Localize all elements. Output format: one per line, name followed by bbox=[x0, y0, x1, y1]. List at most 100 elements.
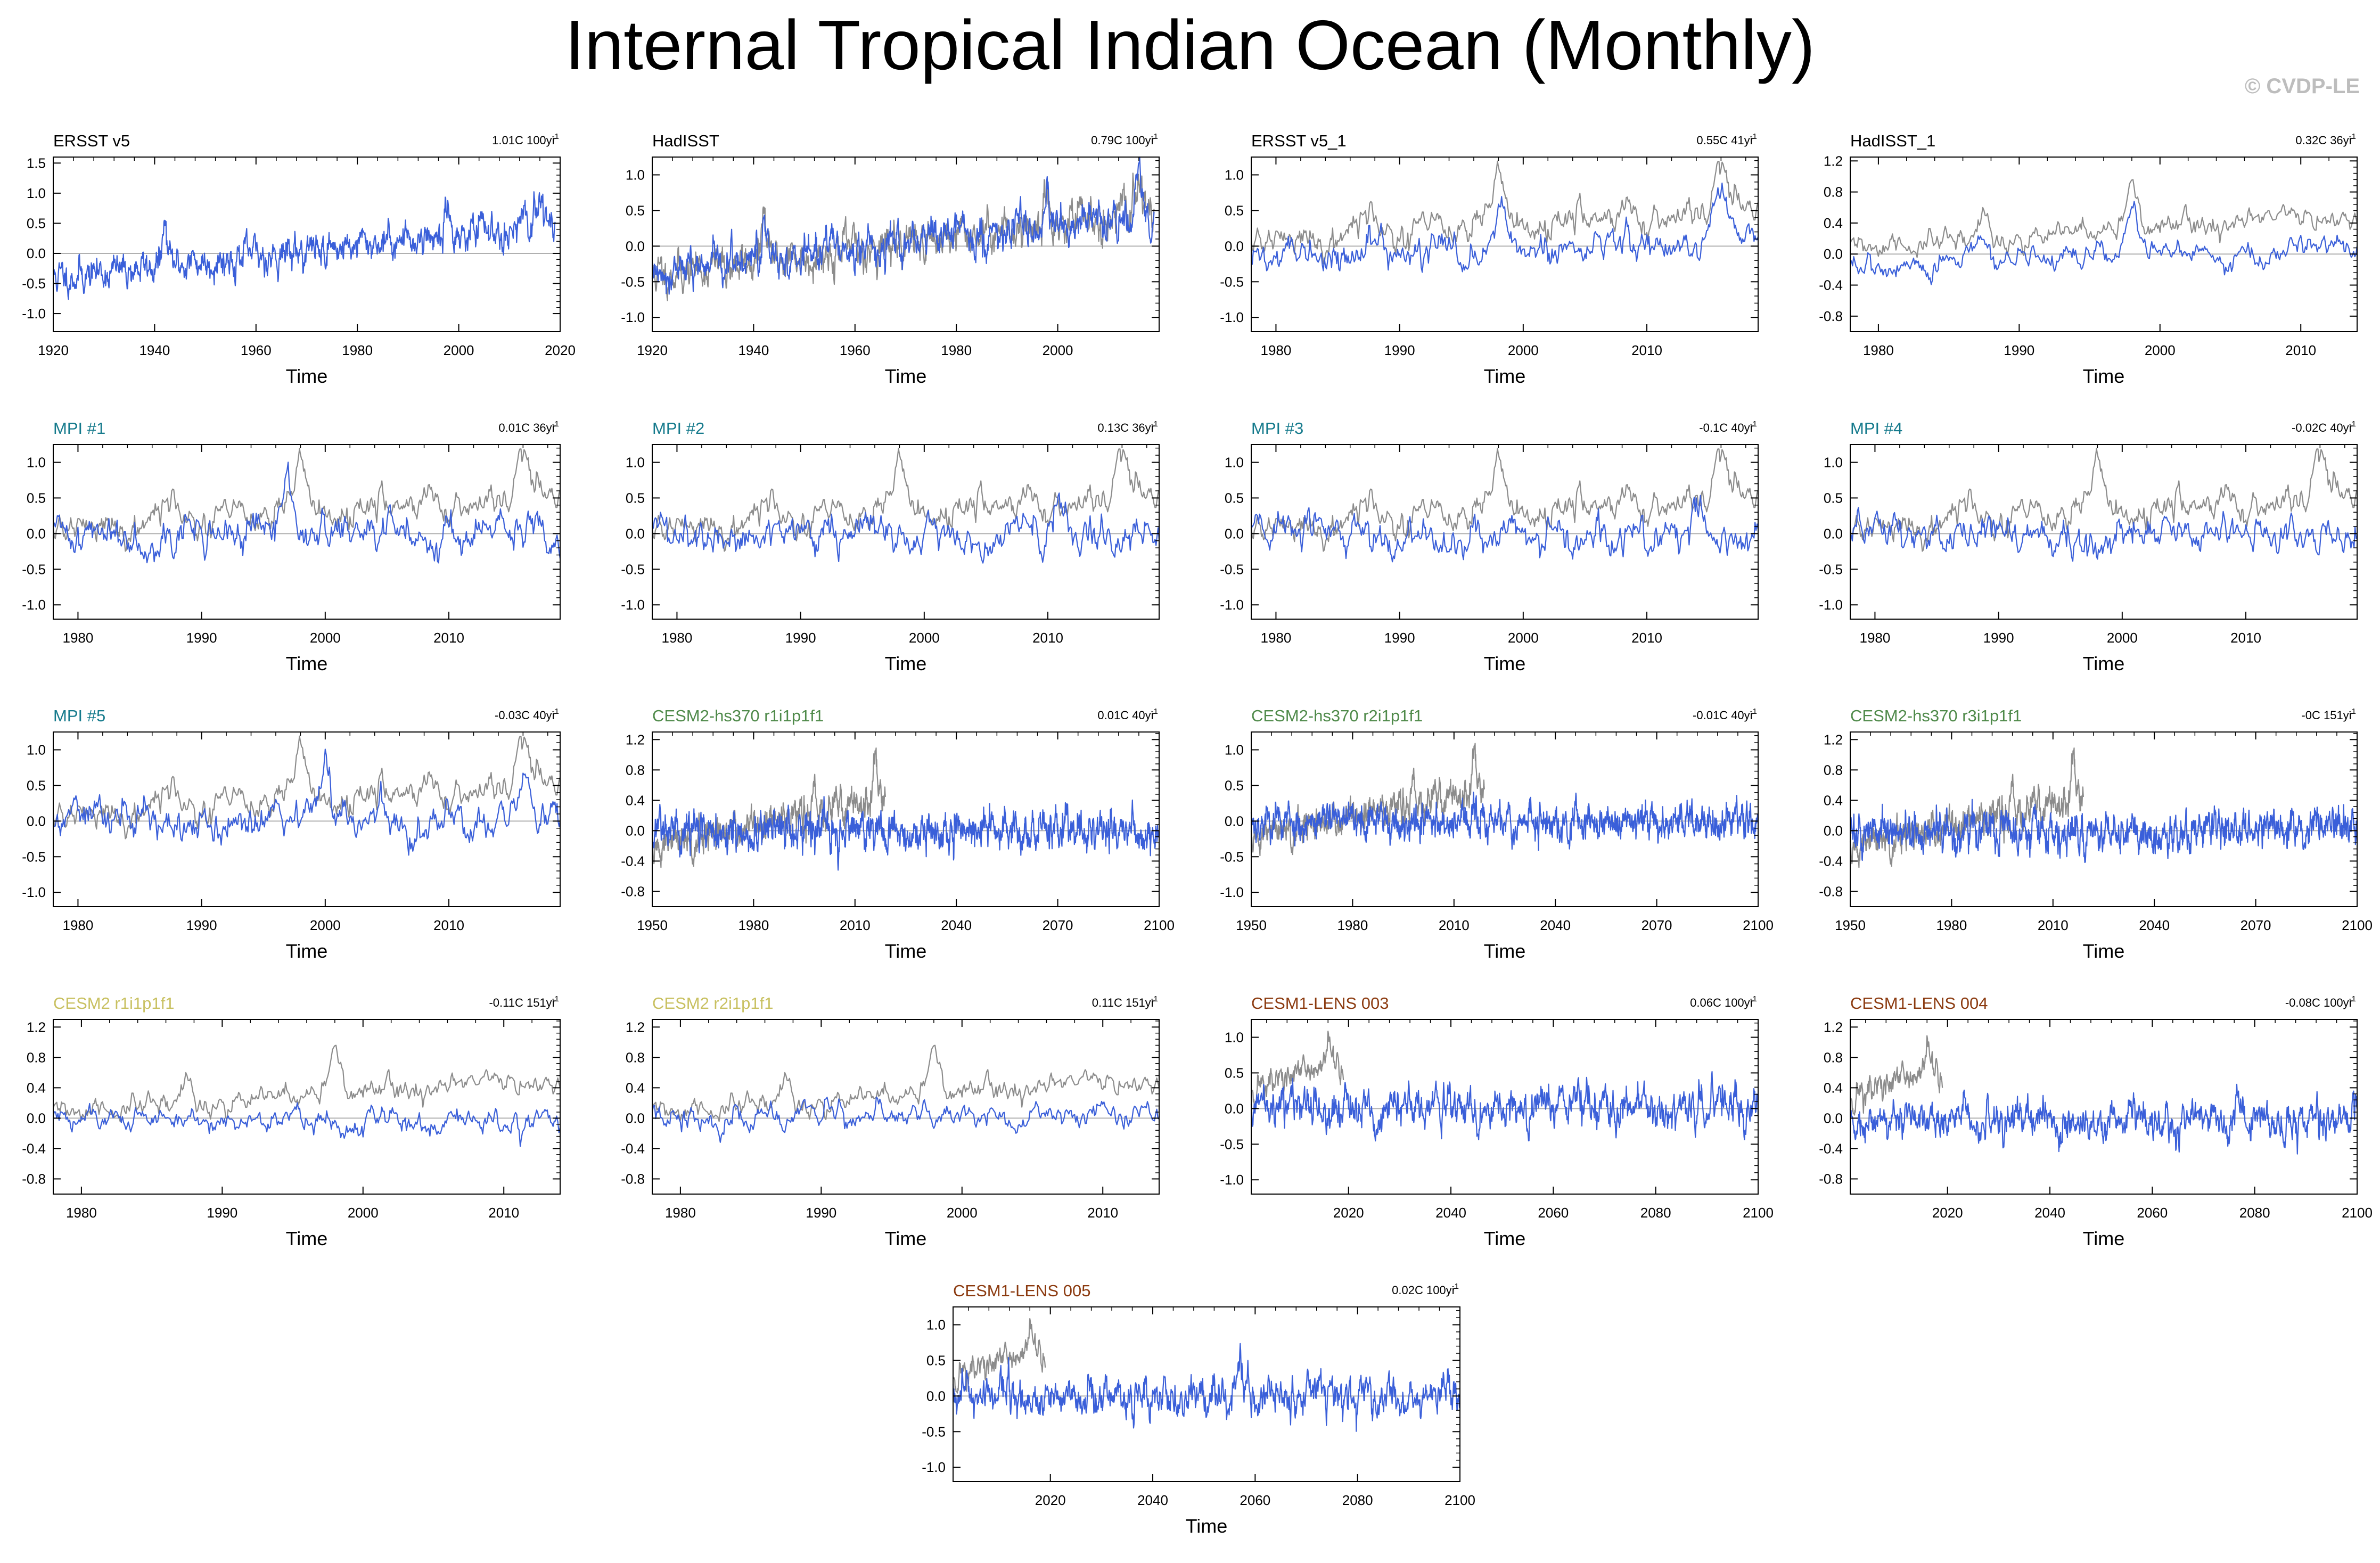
x-tick-label: 1980 bbox=[1337, 917, 1368, 933]
series-line bbox=[1849, 179, 2358, 258]
trend-exponent: -1 bbox=[552, 419, 559, 429]
y-tick-label: -0.5 bbox=[22, 849, 46, 865]
x-tick-label: 1920 bbox=[637, 342, 668, 358]
y-tick-label: -1.0 bbox=[621, 597, 645, 613]
series-line bbox=[652, 492, 1160, 564]
y-tick-label: -0.5 bbox=[22, 276, 46, 292]
y-tick-label: 0.8 bbox=[27, 1049, 46, 1065]
chart-panel: CESM2 r1i1p1f1 -0.11C 151yr-1 -0.8 -0.4 0.0 0… bbox=[22, 994, 561, 1249]
y-tick-label: 0.0 bbox=[1824, 246, 1843, 262]
trend-exponent: -1 bbox=[552, 707, 559, 716]
trend-label: 0.32C 36yr bbox=[2295, 134, 2353, 147]
series-line bbox=[651, 448, 1160, 552]
y-tick-label: 1.5 bbox=[27, 155, 46, 171]
x-tick-label: 1980 bbox=[662, 630, 693, 646]
y-tick-label: -1.0 bbox=[1220, 597, 1244, 613]
series-line bbox=[1849, 1083, 2358, 1155]
x-tick-label: 2010 bbox=[1087, 1205, 1118, 1221]
x-tick-label: 2010 bbox=[840, 917, 871, 933]
y-tick-label: -0.4 bbox=[1819, 1140, 1843, 1156]
trend-label: 0.13C 36yr bbox=[1097, 421, 1155, 434]
chart-title: ERSST v5_1 bbox=[1251, 131, 1347, 150]
series-line bbox=[52, 1102, 561, 1147]
y-tick-label: 0.4 bbox=[1824, 1080, 1843, 1096]
y-tick-label: 0.0 bbox=[626, 822, 645, 838]
y-tick-label: 0.0 bbox=[27, 525, 46, 541]
series-line bbox=[1250, 448, 1759, 552]
x-tick-label: 2000 bbox=[310, 917, 341, 933]
y-tick-label: -0.4 bbox=[621, 853, 645, 869]
x-tick-label: 1990 bbox=[1384, 630, 1415, 646]
y-tick-label: -0.8 bbox=[22, 1171, 46, 1187]
y-tick-label: 0.0 bbox=[926, 1388, 946, 1404]
trend-exponent: -1 bbox=[2349, 707, 2356, 716]
y-tick-label: 0.4 bbox=[626, 792, 645, 808]
trend-label: 0.79C 100yr bbox=[1091, 134, 1155, 147]
plot-frame bbox=[652, 444, 1160, 620]
plot-frame bbox=[652, 731, 1160, 907]
y-tick-label: 1.0 bbox=[926, 1317, 946, 1332]
y-tick-label: 0.0 bbox=[1824, 525, 1843, 541]
chart-title: MPI #5 bbox=[53, 706, 105, 725]
x-tick-label: 2010 bbox=[2038, 917, 2069, 933]
y-tick-label: 0.0 bbox=[27, 813, 46, 829]
y-tick-label: 0.0 bbox=[1225, 1100, 1244, 1116]
chart-title: HadISST bbox=[652, 131, 719, 150]
x-tick-label: 1980 bbox=[342, 342, 373, 358]
y-tick-label: -0.4 bbox=[22, 1140, 46, 1156]
trend-label: 0.02C 100yr bbox=[1392, 1284, 1456, 1297]
x-tick-label: 2080 bbox=[1640, 1205, 1671, 1221]
x-tick-label: 1980 bbox=[941, 342, 972, 358]
y-tick-label: 1.0 bbox=[1225, 167, 1244, 183]
series-line bbox=[52, 735, 561, 840]
x-tick-label: 2100 bbox=[1743, 1205, 1774, 1221]
x-tick-label: 1950 bbox=[1236, 917, 1267, 933]
x-axis-label: Time bbox=[885, 365, 927, 387]
chart-panel: MPI #3 -0.1C 40yr-1 -1.0 -0.5 0.0 0.5 1.0 1980 1… bbox=[1220, 419, 1759, 674]
y-tick-label: -0.5 bbox=[922, 1424, 946, 1439]
x-tick-label: 1990 bbox=[186, 917, 217, 933]
x-tick-label: 1950 bbox=[1835, 917, 1866, 933]
y-tick-label: 1.0 bbox=[626, 167, 645, 183]
x-tick-label: 2010 bbox=[433, 917, 464, 933]
chart-panel: MPI #5 -0.03C 40yr-1 -1.0 -0.5 0.0 0.5 1.0 1980… bbox=[22, 706, 561, 962]
series-line bbox=[1250, 792, 1759, 851]
x-tick-label: 1990 bbox=[207, 1205, 237, 1221]
y-tick-label: 0.5 bbox=[27, 215, 46, 231]
series-line bbox=[952, 1343, 1461, 1432]
y-tick-label: 0.5 bbox=[1824, 490, 1843, 506]
y-tick-label: -1.0 bbox=[1220, 309, 1244, 325]
y-tick-label: -0.5 bbox=[1220, 1136, 1244, 1152]
x-axis-label: Time bbox=[286, 365, 328, 387]
y-tick-label: 0.5 bbox=[27, 777, 46, 793]
series-line bbox=[53, 462, 561, 564]
y-tick-label: 0.4 bbox=[1824, 792, 1843, 808]
x-tick-label: 2000 bbox=[1508, 630, 1539, 646]
y-tick-label: 0.8 bbox=[1824, 762, 1843, 778]
x-tick-label: 2100 bbox=[2342, 1205, 2373, 1221]
y-tick-label: 1.0 bbox=[1225, 1029, 1244, 1045]
plot-frame bbox=[1251, 731, 1759, 907]
x-tick-label: 1980 bbox=[63, 917, 94, 933]
y-tick-label: -0.5 bbox=[1819, 561, 1843, 577]
y-tick-label: -0.8 bbox=[1819, 1171, 1843, 1187]
y-tick-label: -0.5 bbox=[621, 274, 645, 290]
chart-title: CESM1-LENS 005 bbox=[953, 1281, 1090, 1300]
plot-frame bbox=[1850, 1019, 2358, 1195]
series-line bbox=[53, 748, 561, 856]
trend-label: -0.01C 40yr bbox=[1693, 709, 1754, 722]
y-tick-label: -0.5 bbox=[1220, 561, 1244, 577]
x-tick-label: 1980 bbox=[63, 630, 94, 646]
x-tick-label: 2000 bbox=[310, 630, 341, 646]
plot-frame bbox=[1251, 444, 1759, 620]
x-tick-label: 2070 bbox=[1642, 917, 1672, 933]
y-tick-label: 0.0 bbox=[1824, 822, 1843, 838]
chart-title: MPI #1 bbox=[53, 419, 105, 438]
y-tick-label: 1.0 bbox=[626, 454, 645, 470]
y-tick-label: 0.8 bbox=[1824, 184, 1843, 200]
x-tick-label: 2010 bbox=[1631, 630, 1662, 646]
trend-exponent: -1 bbox=[2349, 994, 2356, 1003]
x-tick-label: 2000 bbox=[1043, 342, 1073, 358]
